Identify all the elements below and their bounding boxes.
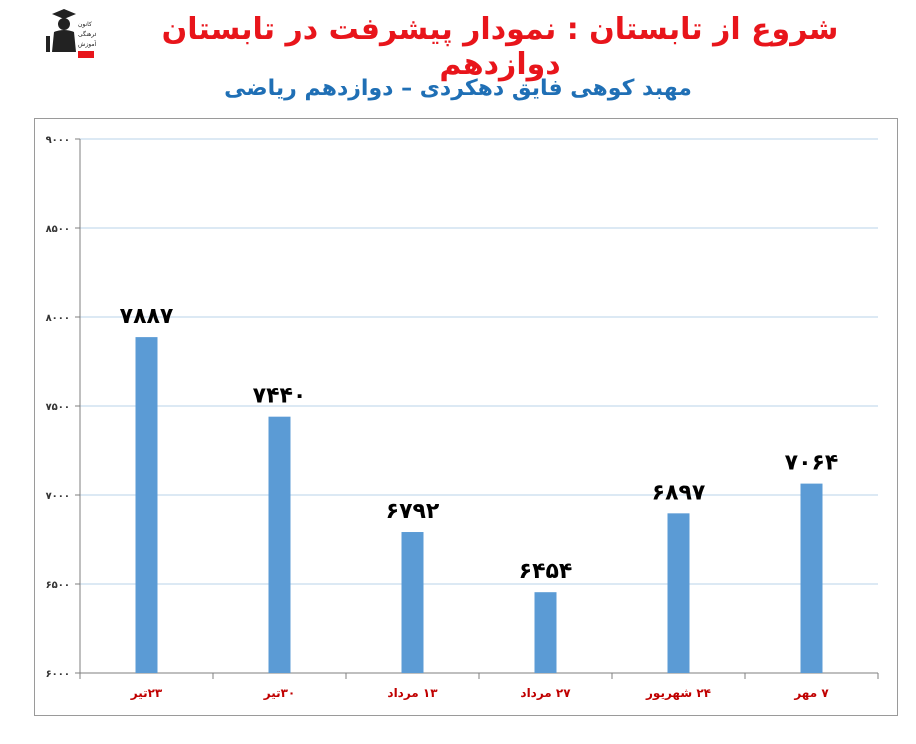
x-tick-label: ۲۴ شهریور [645,686,711,701]
data-label: ۷۰۶۴ [785,451,839,476]
x-tick-label: ۷ مهر [793,686,829,700]
data-labels: ۷۸۸۷ ۷۴۴۰ ۶۷۹۲ ۶۴۵۴ ۶۸۹۷ ۷۰۶۴ [120,304,839,584]
data-label: ۶۴۵۴ [519,559,573,584]
y-axis: ۶۰۰۰ ۶۵۰۰ ۷۰۰۰ ۷۵۰۰ ۸۰۰۰ ۸۵۰۰ ۹۰۰۰ [46,135,879,680]
x-tick-label: ۲۳تیر [130,686,163,700]
y-tick-label: ۶۵۰۰ [46,580,70,591]
data-label: ۶۷۹۲ [386,499,440,524]
bar [667,513,690,673]
data-label: ۷۴۴۰ [253,384,307,409]
grid-lines [80,138,878,585]
y-tick-label: ۸۰۰۰ [46,313,70,324]
chart-title: شروع از تابستان : نمودار پیشرفت در تابست… [161,12,839,82]
bar [135,337,158,673]
bar [800,483,823,673]
bar [268,416,291,673]
chart-subtitle: مهبد کوهی فایق دهکردی – دوازدهم ریاضی [224,76,692,101]
logo-icon: کانون فرهنگی آموزش [38,6,96,62]
bar [534,592,557,673]
category-labels: ۲۳تیر ۳۰تیر ۱۳ مرداد ۲۷ مرداد ۲۴ شهریور ۷ مهر [130,686,830,701]
x-tick-label: ۱۳ مرداد [387,686,438,700]
x-tick-label: ۲۷ مرداد [520,686,571,700]
y-tick-label: ۷۵۰۰ [46,402,70,413]
svg-text:آموزش: آموزش [78,39,96,48]
data-label: ۶۸۹۷ [652,480,706,505]
bar [401,532,424,673]
chart-frame [34,118,898,716]
svg-text:کانون: کانون [78,21,92,28]
svg-text:فرهنگی: فرهنگی [78,30,96,38]
y-tick-label: ۷۰۰۰ [46,491,70,502]
x-tick-label: ۳۰تیر [263,686,296,700]
y-tick-label: ۸۵۰۰ [46,224,70,235]
data-label: ۷۸۸۷ [120,304,174,329]
y-tick-label: ۹۰۰۰ [46,135,70,146]
y-tick-label: ۶۰۰۰ [46,669,70,680]
bars [135,337,823,673]
